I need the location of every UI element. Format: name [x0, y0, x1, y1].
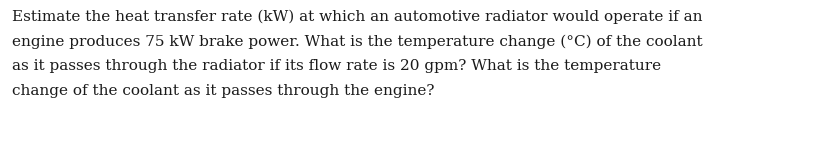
Text: engine produces 75 kW brake power. What is the temperature change (°C) of the co: engine produces 75 kW brake power. What …	[12, 34, 703, 49]
Text: change of the coolant as it passes through the engine?: change of the coolant as it passes throu…	[12, 84, 434, 98]
Text: as it passes through the radiator if its flow rate is 20 gpm? What is the temper: as it passes through the radiator if its…	[12, 59, 661, 73]
Text: Estimate the heat transfer rate (kW) at which an automotive radiator would opera: Estimate the heat transfer rate (kW) at …	[12, 10, 703, 24]
